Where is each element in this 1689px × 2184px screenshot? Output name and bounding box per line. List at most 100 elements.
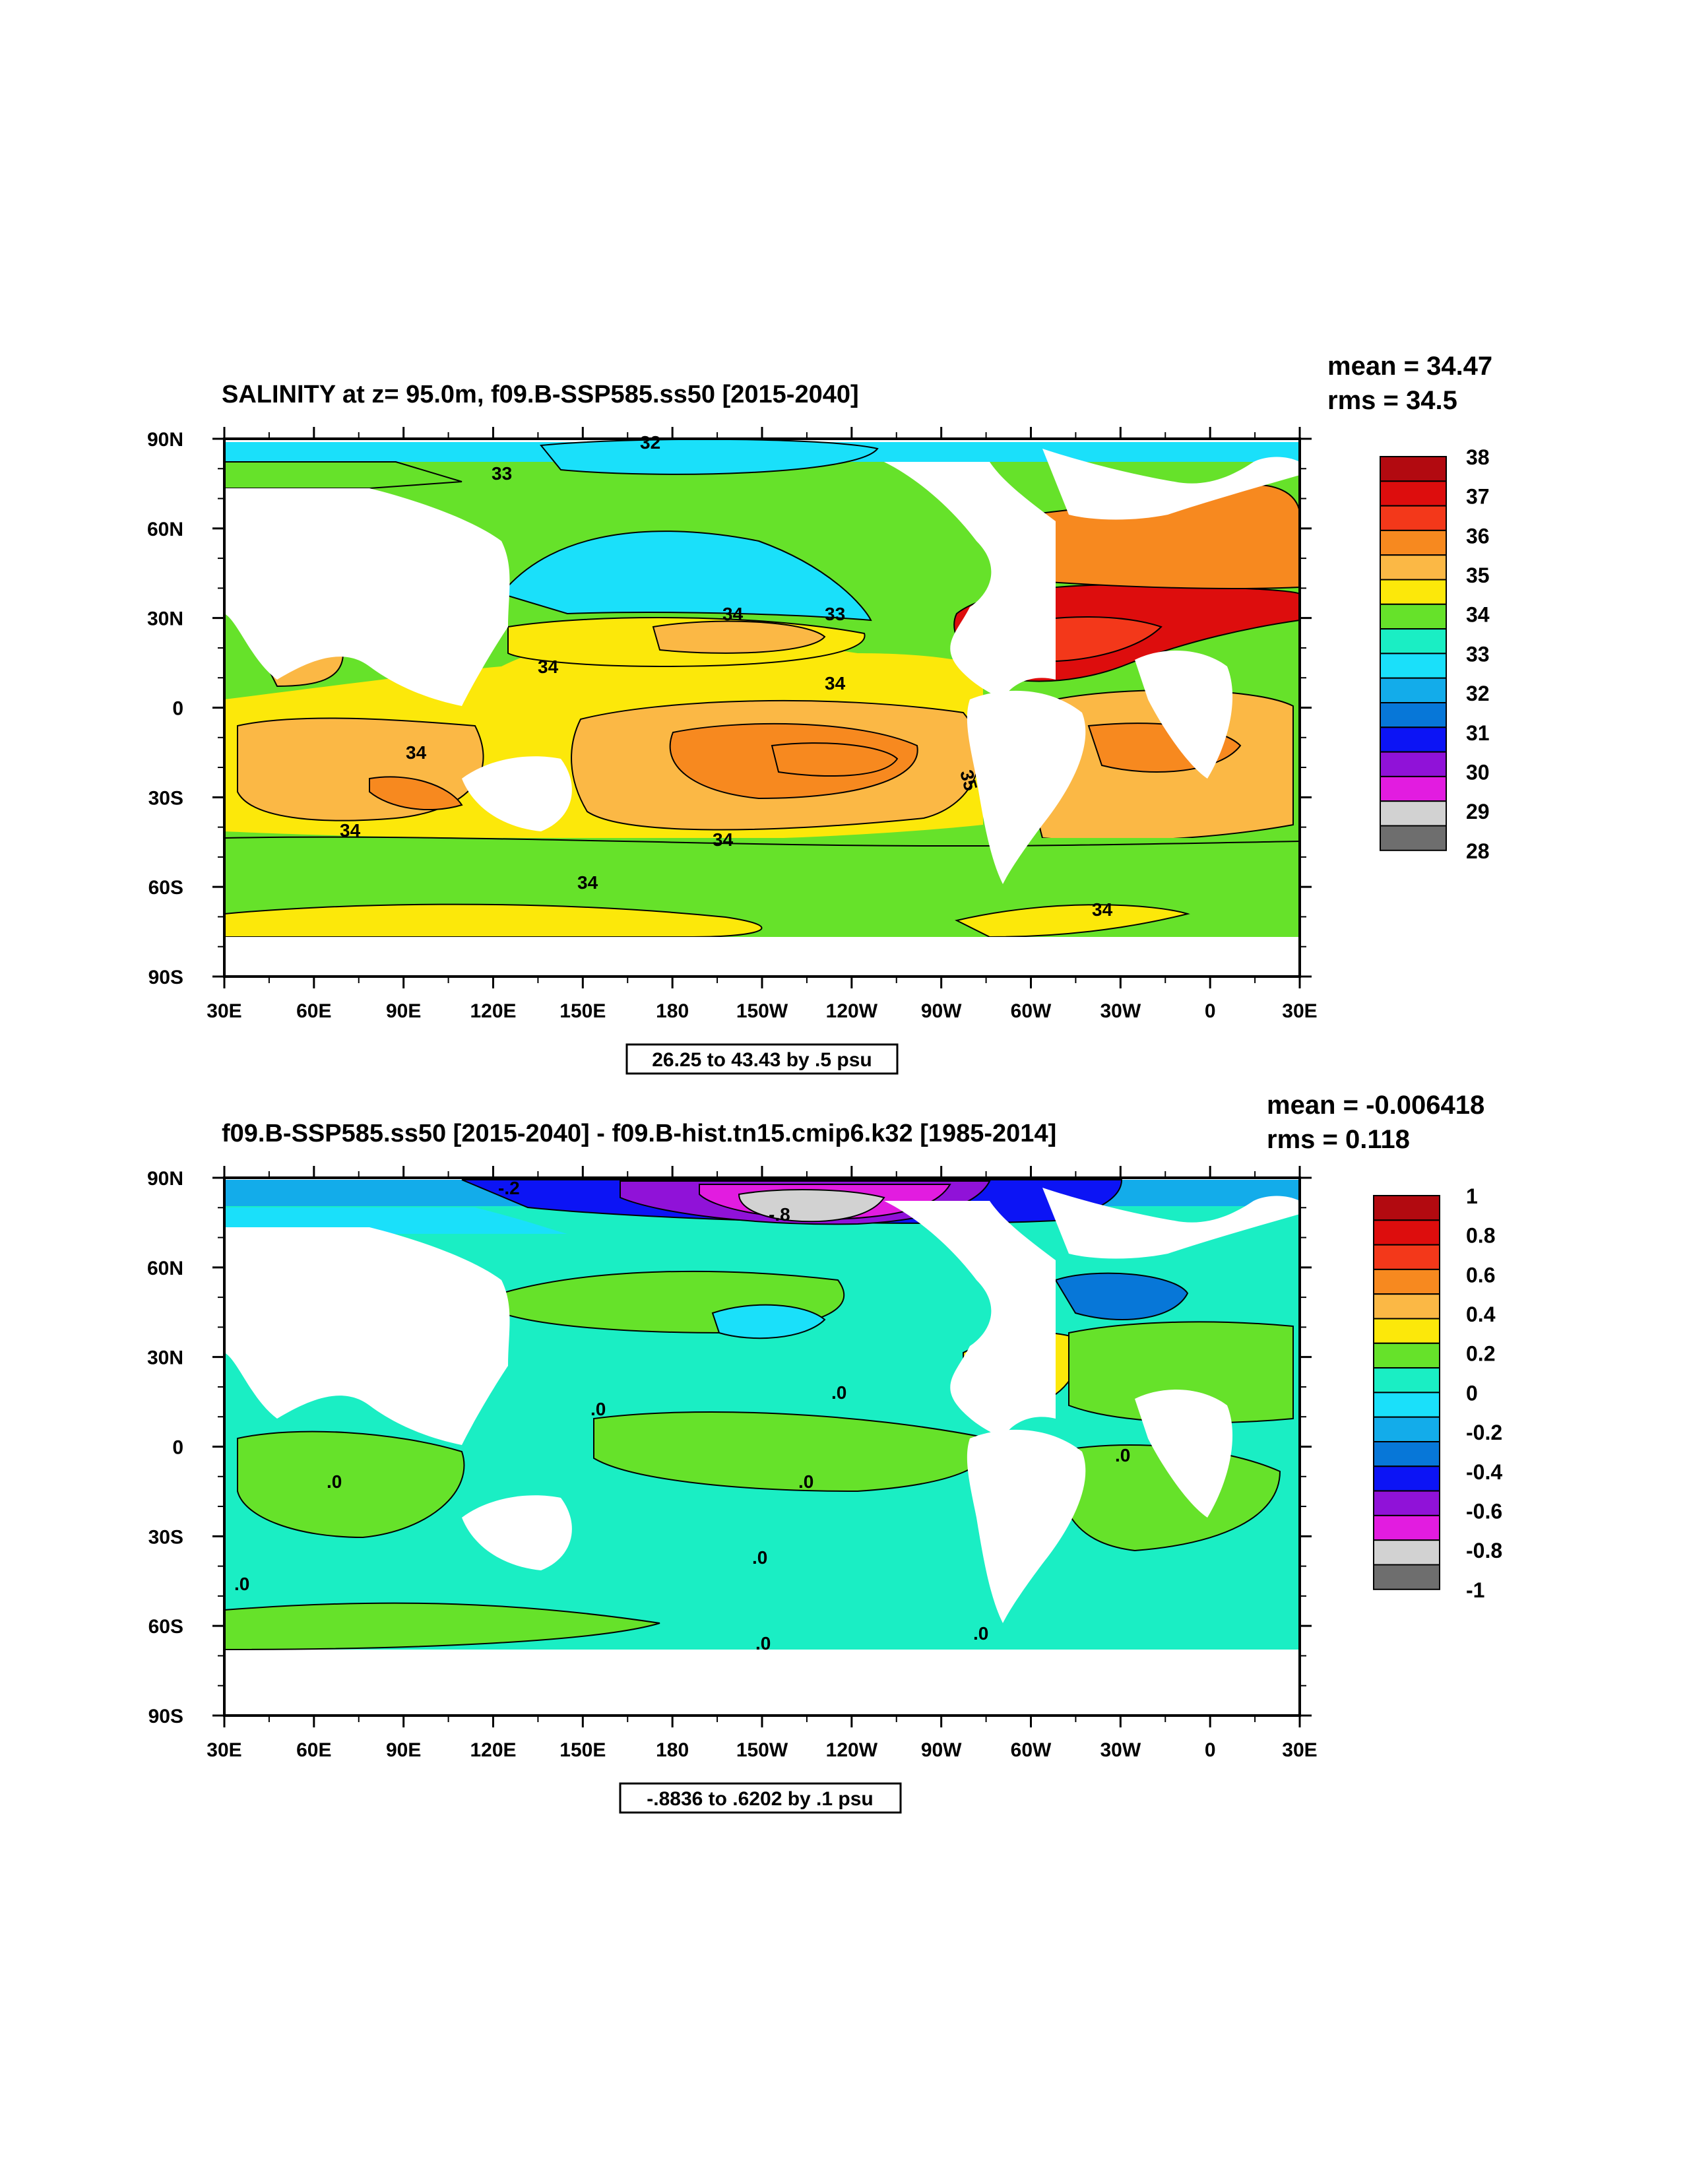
colorbar-swatch — [1373, 1342, 1440, 1369]
panel1-contour-label: 34 — [406, 742, 427, 763]
panel2-indian-green — [237, 1430, 465, 1539]
colorbar-label: 31 — [1466, 721, 1490, 745]
colorbar-label: 33 — [1466, 642, 1490, 666]
colorbar-swatch — [1380, 603, 1447, 630]
panel2-southern-green — [224, 1602, 660, 1651]
panel1-weddell — [955, 904, 1190, 938]
panel1-contour-labels: 32 33 34 33 34 34 34 35 34 34 34 34 — [340, 432, 1113, 920]
panel1-contour-label: 33 — [492, 463, 512, 484]
x-tick-label: 30E — [1282, 1739, 1317, 1761]
x-tick-label: 180 — [656, 1739, 689, 1761]
panel1-arctic-siberia — [224, 461, 462, 489]
panel2-axes: 30E 60E 90E 120E 150E 180 150W 120W 90W 60W 30W 0 30… — [147, 1166, 1318, 1761]
colorbar-label: 0.6 — [1466, 1263, 1495, 1287]
y-tick-label: 60S — [148, 877, 183, 899]
colorbar-swatch — [1373, 1416, 1440, 1442]
colorbar-swatch — [1380, 726, 1447, 753]
x-tick-label: 150E — [559, 1739, 606, 1761]
panel-difference: f09.B-SSP585.ss50 [2015-2040] - f09.B-hi… — [147, 1091, 1502, 1814]
panel2-contour-label: .0 — [798, 1471, 813, 1492]
panel2-rms: rms = 0.118 — [1267, 1125, 1410, 1154]
panel2-contour-label: .0 — [234, 1574, 249, 1594]
colorbar-swatch — [1373, 1392, 1440, 1418]
panel2-natl-negative — [1054, 1272, 1189, 1320]
x-tick-label: 30W — [1100, 1739, 1141, 1761]
colorbar-label: 38 — [1466, 445, 1490, 469]
colorbar-swatch — [1380, 529, 1447, 556]
panel1-mean: mean = 34.47 — [1327, 352, 1492, 381]
panel1-contour-label: 34 — [722, 604, 744, 624]
x-tick-label: 150E — [559, 1000, 606, 1022]
panel2-colorbar: 1 0.8 0.6 0.4 0.2 0 -0.2 -0.4 -0.6 -0.8 -1 — [1373, 1184, 1502, 1602]
colorbar-swatch — [1373, 1318, 1440, 1344]
panel1-title: SALINITY at z= 95.0m, f09.B-SSP585.ss50 … — [222, 381, 859, 408]
panel1-npac-subpolar — [500, 530, 872, 622]
panel1-contour-label: 34 — [538, 657, 559, 677]
panel2-info-box — [619, 1782, 902, 1814]
panel2-natl-green — [1068, 1321, 1294, 1423]
panel-salinity: SALINITY at z= 95.0m, f09.B-SSP585.ss50 … — [147, 352, 1492, 1075]
panel1-land — [224, 449, 1300, 977]
colorbar-label: 30 — [1466, 760, 1490, 784]
x-tick-label: 120W — [826, 1000, 878, 1022]
colorbar-label: -1 — [1466, 1578, 1484, 1602]
colorbar-swatch — [1373, 1195, 1440, 1221]
colorbar-swatch — [1373, 1441, 1440, 1467]
panel1-axes: 30E 60E 90E 120E 150E 180 150W 120W 90W 60W 30W 0 30… — [147, 427, 1318, 1022]
panel2-contour-label: -.8 — [769, 1204, 790, 1225]
x-tick-label: 60E — [296, 1000, 331, 1022]
panel2-land — [224, 1188, 1300, 1716]
x-tick-label: 30E — [207, 1739, 241, 1761]
colorbar-swatch — [1373, 1268, 1440, 1295]
panel2-contour-label: .0 — [1115, 1445, 1130, 1465]
panel2-map-field — [224, 1179, 1300, 1716]
panel1-spac-inner — [771, 742, 899, 777]
panel2-contour-label: .0 — [973, 1623, 988, 1644]
colorbar-label: -0.8 — [1466, 1539, 1502, 1562]
x-tick-label: 90E — [386, 1739, 421, 1761]
x-tick-label: 120W — [826, 1739, 878, 1761]
colorbar-label: 0.8 — [1466, 1224, 1495, 1248]
panel1-info-label: 26.25 to 43.43 by .5 psu — [652, 1049, 872, 1071]
x-tick-label: 150W — [736, 1739, 788, 1761]
colorbar-swatch — [1373, 1514, 1440, 1541]
colorbar-label: 29 — [1466, 800, 1490, 823]
panel1-circumpolar-front — [224, 836, 1300, 847]
panel1-contour-label: 34 — [577, 872, 598, 893]
x-tick-label: 60W — [1011, 1739, 1052, 1761]
colorbar-label: 0.4 — [1466, 1302, 1496, 1326]
panel2-contour-label: .0 — [590, 1399, 606, 1419]
y-tick-label: 90S — [148, 1706, 183, 1727]
colorbar-swatch — [1380, 653, 1447, 679]
y-tick-label: 90N — [147, 1168, 183, 1190]
colorbar-label: 37 — [1466, 485, 1490, 509]
x-tick-label: 30E — [1282, 1000, 1317, 1022]
y-tick-label: 90N — [147, 429, 183, 451]
panel1-colorbar: 38 37 36 35 34 33 32 31 30 29 28 — [1380, 445, 1490, 863]
colorbar-label: -0.6 — [1466, 1499, 1502, 1523]
y-tick-label: 90S — [148, 967, 183, 988]
panel1-map-field — [224, 439, 1300, 977]
panel1-contour-label: 33 — [825, 604, 845, 624]
panel1-contour-label: 34 — [825, 673, 846, 693]
panel1-southern-low — [224, 903, 763, 938]
colorbar-swatch — [1373, 1564, 1440, 1590]
y-tick-label: 30S — [148, 1526, 183, 1548]
colorbar-swatch — [1380, 554, 1447, 581]
y-tick-label: 0 — [172, 698, 183, 720]
colorbar-swatch — [1373, 1539, 1440, 1566]
y-tick-label: 60N — [147, 519, 183, 540]
colorbar-swatch — [1380, 775, 1447, 802]
x-tick-label: 30W — [1100, 1000, 1141, 1022]
panel1-southern-ocean — [224, 838, 1300, 917]
colorbar-swatch — [1380, 677, 1447, 703]
colorbar-swatch — [1380, 628, 1447, 655]
colorbar-swatch — [1380, 579, 1447, 605]
colorbar-label: 35 — [1466, 563, 1490, 587]
colorbar-swatch — [1380, 505, 1447, 531]
panel2-contour-label: -.2 — [498, 1178, 520, 1198]
x-tick-label: 0 — [1205, 1000, 1216, 1022]
colorbar-swatch — [1380, 480, 1447, 507]
colorbar-swatch — [1380, 751, 1447, 777]
x-tick-label: 30E — [207, 1000, 241, 1022]
